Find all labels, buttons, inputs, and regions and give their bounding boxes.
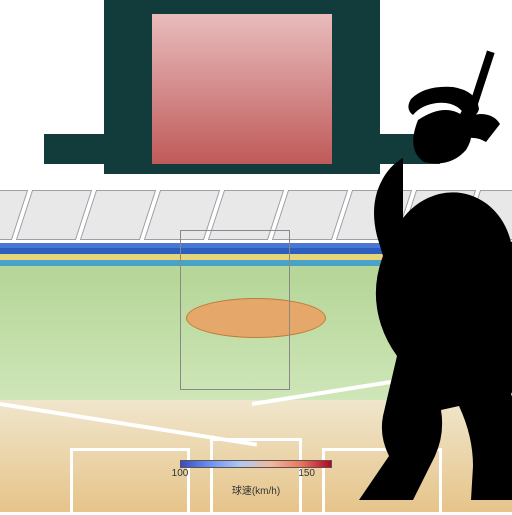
speed-legend-tick: 100 <box>172 468 189 479</box>
scoreboard-screen <box>152 14 332 164</box>
stand-segment <box>80 190 156 240</box>
strike-zone <box>180 230 290 390</box>
stand-segment <box>16 190 92 240</box>
scoreboard-wing-left <box>44 134 104 164</box>
batters-box-left <box>70 448 190 512</box>
batter-silhouette <box>308 50 512 510</box>
pitch-location-scene: 100150 球速(km/h) <box>0 0 512 512</box>
batter-svg <box>308 50 512 510</box>
